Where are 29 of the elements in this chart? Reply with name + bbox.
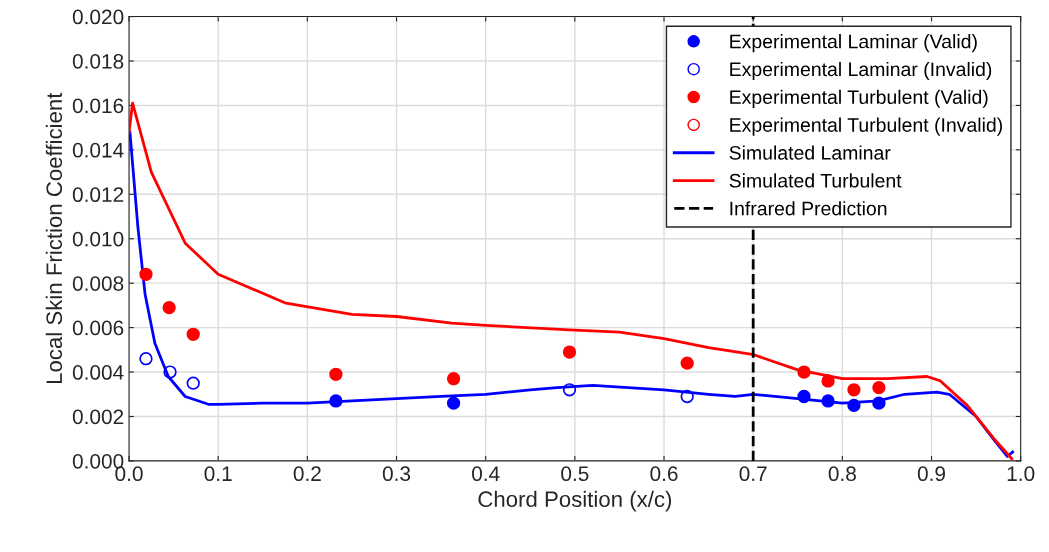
legend-label: Experimental Laminar (Valid) [730, 34, 977, 53]
y-tick-label: 0.008 [72, 276, 124, 291]
ref-line-label: Infrared Prediction [730, 201, 887, 216]
legend-label: Experimental Turbulent (Invalid) [730, 117, 1002, 136]
y-tick-label: 0.006 [72, 320, 124, 336]
y-tick-label: 0.012 [72, 187, 124, 203]
legend-label: Experimental Laminar (Invalid) [730, 61, 992, 81]
y-tick-label: 0.014 [72, 142, 124, 158]
x-tick-label: 0.5 [561, 466, 589, 482]
y-axis-title: Local Skin Friction Coefficient [45, 92, 63, 384]
x-tick-label: 0.6 [650, 466, 678, 482]
x-tick-label: 0.4 [472, 466, 500, 482]
x-tick-label: 0.9 [917, 466, 946, 482]
x-tick-label: 0.8 [828, 466, 856, 482]
y-tick-label: 0.010 [72, 231, 124, 247]
legend-label: Experimental Turbulent (Valid) [730, 89, 988, 108]
x-tick-label: 1.0 [1007, 466, 1035, 482]
x-tick-label: 0.2 [293, 466, 321, 482]
y-tick-label: 0.002 [72, 409, 124, 425]
y-tick-label: 0.020 [72, 9, 124, 25]
x-tick-label: 0.7 [739, 466, 767, 482]
y-tick-label: 0.018 [72, 54, 124, 69]
y-tick-label: 0.016 [72, 98, 124, 114]
x-tick-label: 0.3 [382, 466, 411, 482]
y-tick-label: 0.004 [72, 365, 124, 380]
x-axis-title: Chord Position (x/c) [478, 490, 672, 512]
legend-label: Simulated Laminar [729, 145, 891, 160]
x-tick-label: 0.1 [204, 466, 232, 482]
legend-label: Simulated Turbulent [729, 173, 902, 188]
